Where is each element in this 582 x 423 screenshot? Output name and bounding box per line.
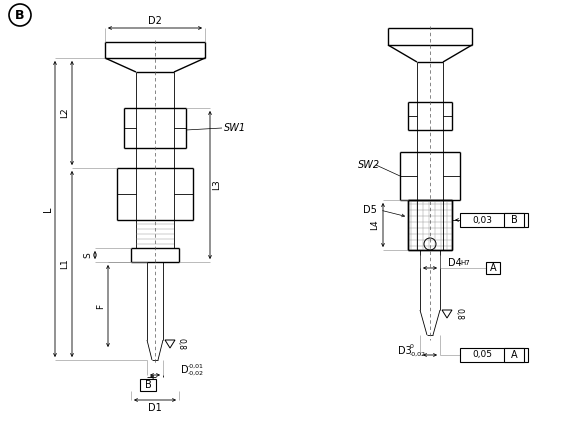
Bar xyxy=(140,379,156,391)
Text: D1: D1 xyxy=(148,403,162,413)
Text: SW1: SW1 xyxy=(224,123,246,133)
Bar xyxy=(460,213,528,227)
Text: -0,01: -0,01 xyxy=(188,363,204,368)
Text: D3: D3 xyxy=(398,346,411,356)
Bar xyxy=(460,348,528,362)
Text: A: A xyxy=(510,350,517,360)
Text: 0,8: 0,8 xyxy=(177,338,186,350)
Text: 0,03: 0,03 xyxy=(472,215,492,225)
Text: L: L xyxy=(43,206,53,212)
Text: L1: L1 xyxy=(61,258,69,269)
Bar xyxy=(504,213,524,227)
Text: -0,02: -0,02 xyxy=(188,371,204,376)
Bar xyxy=(504,348,524,362)
Text: B: B xyxy=(15,8,25,22)
Text: A: A xyxy=(489,263,496,273)
Text: S: S xyxy=(83,252,93,258)
Bar xyxy=(486,262,500,274)
Text: D4: D4 xyxy=(448,258,462,268)
Text: D: D xyxy=(181,365,189,375)
Text: F: F xyxy=(97,303,105,308)
Text: D2: D2 xyxy=(148,16,162,26)
Text: SW2: SW2 xyxy=(358,160,380,170)
Text: L3: L3 xyxy=(212,180,222,190)
Text: 0,05: 0,05 xyxy=(472,351,492,360)
Text: H7: H7 xyxy=(460,260,470,266)
Text: D5: D5 xyxy=(363,205,377,215)
Text: 0,8: 0,8 xyxy=(454,308,463,320)
Text: B: B xyxy=(510,215,517,225)
Text: B: B xyxy=(144,380,151,390)
Text: L4: L4 xyxy=(371,220,379,230)
Text: 0: 0 xyxy=(410,344,414,349)
Text: -0,02: -0,02 xyxy=(410,352,426,357)
Text: L2: L2 xyxy=(61,108,69,118)
